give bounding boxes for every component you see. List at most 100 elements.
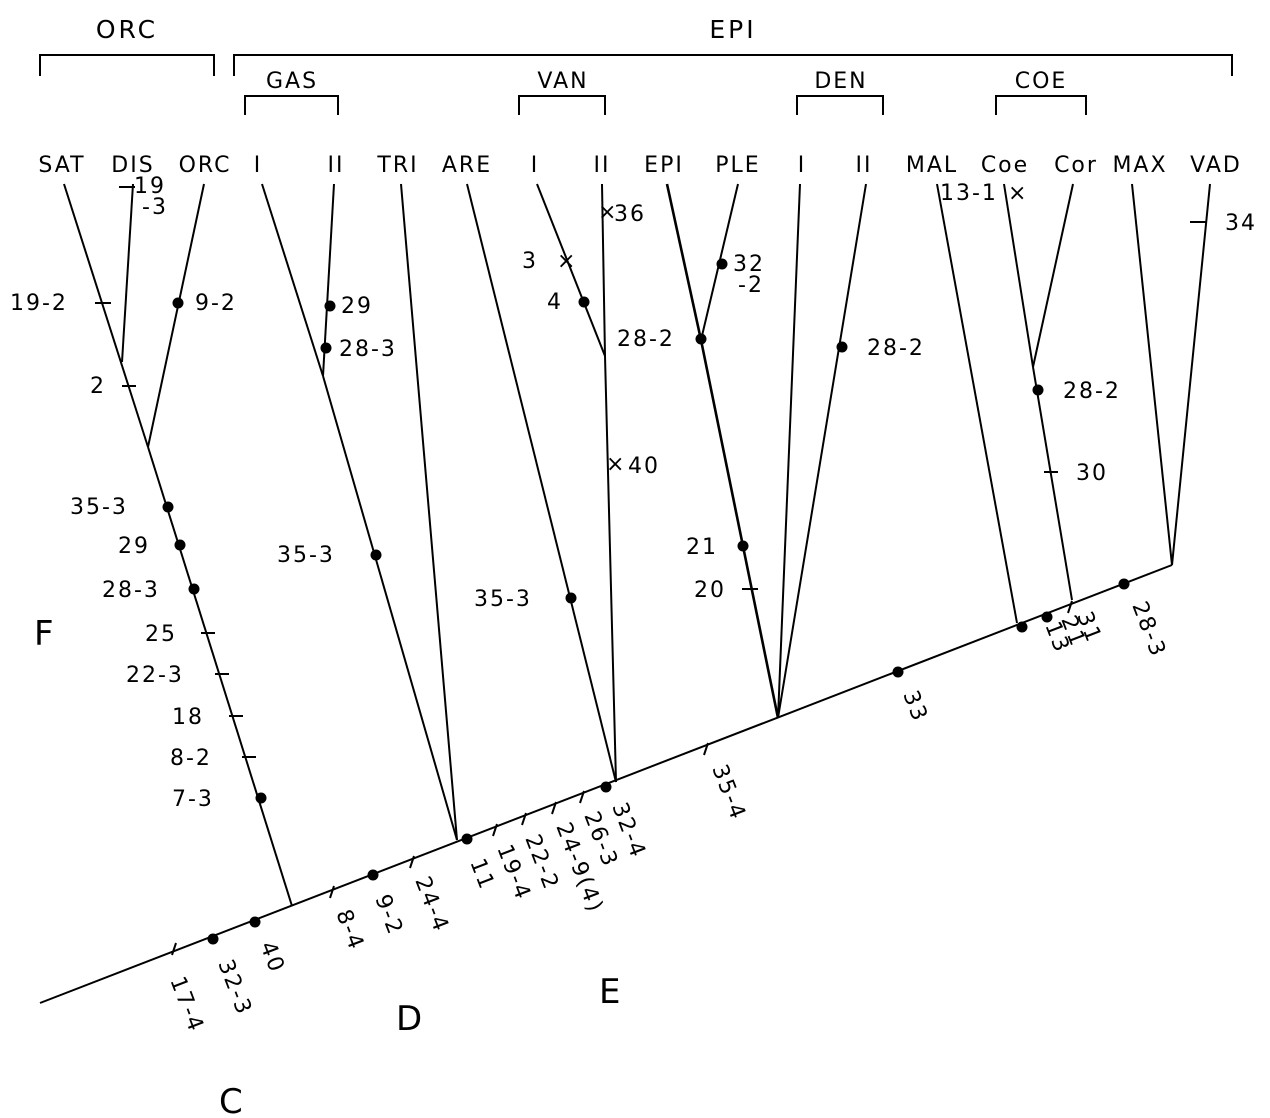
- char-mal-13-1: 13-1: [940, 181, 998, 206]
- branch-van-2: [601, 183, 606, 357]
- taxon-gas-2: II: [328, 153, 345, 178]
- tick-e-22-2: [521, 812, 527, 826]
- char-epi-35-4: 35-4: [706, 761, 750, 824]
- char-orc-2: 2: [90, 374, 106, 399]
- char-f-28-3: 28-3: [102, 578, 160, 603]
- dot-e-11: [461, 833, 473, 845]
- group-label-orc: ORC: [96, 15, 158, 44]
- taxon-epi: EPI: [644, 153, 684, 178]
- dot-d-9-2: [367, 869, 379, 881]
- dot-gas-29: [324, 300, 336, 312]
- bracket-epi: [233, 54, 1233, 76]
- branch-gas-1: [261, 183, 324, 377]
- branch-orc-stem: [147, 446, 293, 907]
- dot-gas-35-3: [370, 549, 382, 561]
- tick-d-8-4: [329, 885, 335, 899]
- x-van-3: ×: [557, 249, 577, 274]
- taxon-van-1: I: [531, 153, 540, 178]
- taxon-vad: VAD: [1190, 153, 1242, 178]
- char-ple-32: 32: [733, 252, 765, 277]
- tick-d-24-4: [409, 855, 415, 869]
- dot-epi-33: [892, 666, 904, 678]
- node-label-d: D: [396, 999, 422, 1039]
- taxon-van-2: II: [594, 153, 611, 178]
- taxon-sat: SAT: [38, 153, 85, 178]
- dot-epi-28-2: [695, 333, 707, 345]
- node-label-f: F: [34, 614, 54, 654]
- char-e-11: 11: [464, 855, 499, 894]
- subgroup-label-den: DEN: [814, 69, 867, 94]
- char-f-8-2: 8-2: [170, 746, 212, 771]
- node-label-e: E: [599, 972, 620, 1012]
- dot-van-4: [578, 296, 590, 308]
- branch-coe: [1003, 183, 1034, 368]
- char-coe-28-2: 28-2: [1063, 379, 1121, 404]
- char-epi-28-2: 28-2: [617, 327, 675, 352]
- char-c-32-3: 32-3: [212, 956, 256, 1019]
- branch-van-1: [536, 183, 606, 357]
- dot-f-28-3: [188, 583, 200, 595]
- taxon-gas-1: I: [254, 153, 263, 178]
- taxon-ple: PLE: [715, 153, 760, 178]
- bracket-van: [518, 95, 606, 115]
- dot-gas-28-3: [320, 342, 332, 354]
- char-orc-9-2: 9-2: [195, 291, 237, 316]
- dot-coe-13: [1016, 621, 1028, 633]
- taxon-tri: TRI: [376, 153, 418, 178]
- dot-c-32-3: [207, 933, 219, 945]
- x-mal-13-1: ×: [1008, 181, 1028, 206]
- char-gas-35-3: 35-3: [277, 543, 335, 568]
- branch-epi-stem: [699, 339, 780, 719]
- branch-mal: [936, 183, 1018, 624]
- tick-coe-31: [1067, 600, 1073, 614]
- branch-dis: [121, 183, 134, 363]
- tick-e-24-9: [551, 801, 557, 815]
- dot-f-7-3: [255, 792, 267, 804]
- bracket-gas: [244, 95, 339, 115]
- dot-coe-21: [1041, 611, 1053, 623]
- char-c-40: 40: [254, 938, 289, 977]
- bracket-den: [796, 95, 884, 115]
- char-f-7-3: 7-3: [172, 787, 214, 812]
- char-gas-28-3: 28-3: [339, 337, 397, 362]
- dot-f-35-3: [162, 501, 174, 513]
- dot-coe-28-2: [1032, 384, 1044, 396]
- branch-den-2: [777, 183, 867, 719]
- bracket-coe: [995, 95, 1087, 115]
- char-dis-19: 19: [134, 174, 166, 199]
- char-d-9-2: 9-2: [369, 891, 407, 939]
- tick-e-19-4: [492, 823, 498, 837]
- tick-e-26-3: [579, 790, 585, 804]
- branch-vad: [1171, 183, 1211, 566]
- char-c-17-4: 17-4: [164, 973, 208, 1036]
- char-van-3: 3: [522, 249, 538, 274]
- branch-cor: [1032, 183, 1074, 368]
- char-d-24-4: 24-4: [409, 873, 453, 936]
- char-van-4: 4: [547, 290, 563, 315]
- char-orc-19-2: 19-2: [10, 291, 68, 316]
- dot-max-28-3: [1118, 578, 1130, 590]
- dot-ple-32: [716, 258, 728, 270]
- tick-epi-35-4: [703, 742, 709, 756]
- char-ple-2: -2: [738, 273, 764, 298]
- char-epi-21: 21: [686, 535, 718, 560]
- dot-orc-9-2: [172, 297, 184, 309]
- char-f-18: 18: [172, 705, 204, 730]
- branch-coe-stem: [1032, 366, 1073, 601]
- taxon-den-1: I: [798, 153, 807, 178]
- taxon-cor: Cor: [1054, 153, 1098, 178]
- char-are-35-3: 35-3: [474, 587, 532, 612]
- branch-max: [1131, 183, 1173, 566]
- dot-den-28-2: [836, 341, 848, 353]
- dot-are-35-3: [565, 592, 577, 604]
- branch-epi: [665, 183, 703, 341]
- dot-e-32-4: [600, 781, 612, 793]
- dot-f-29: [174, 539, 186, 551]
- taxon-den-2: II: [856, 153, 873, 178]
- x-van-40: ×: [606, 452, 626, 477]
- subgroup-label-van: VAN: [537, 69, 588, 94]
- char-epi-20: 20: [694, 578, 726, 603]
- taxon-are: ARE: [442, 153, 492, 178]
- tick-c-17-4: [171, 942, 177, 956]
